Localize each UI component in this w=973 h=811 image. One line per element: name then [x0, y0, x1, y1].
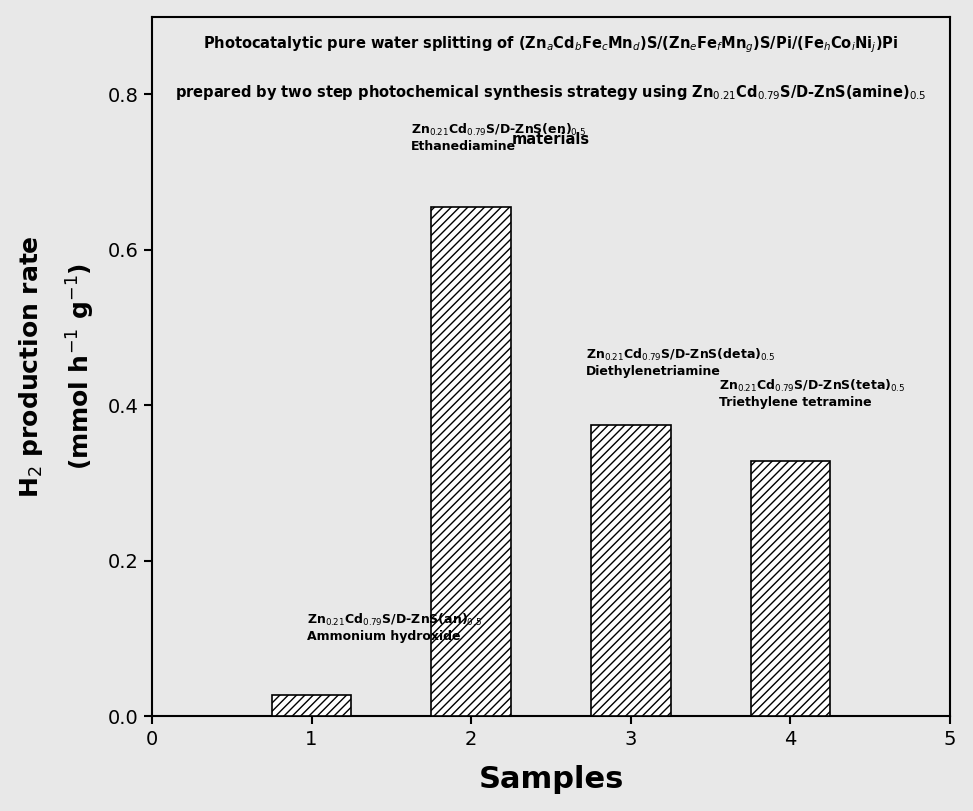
Text: Zn$_{0.21}$Cd$_{0.79}$S/D-ZnS(teta)$_{0.5}$
Triethylene tetramine: Zn$_{0.21}$Cd$_{0.79}$S/D-ZnS(teta)$_{0.…	[719, 378, 905, 410]
Bar	[750, 461, 830, 716]
Text: Photocatalytic pure water splitting of (Zn$_a$Cd$_b$Fe$_c$Mn$_d$)S/(Zn$_e$Fe$_f$: Photocatalytic pure water splitting of (…	[203, 34, 899, 55]
Text: materials: materials	[512, 132, 590, 147]
Text: Zn$_{0.21}$Cd$_{0.79}$S/D-ZnS(deta)$_{0.5}$
Diethylenetriamine: Zn$_{0.21}$Cd$_{0.79}$S/D-ZnS(deta)$_{0.…	[586, 347, 775, 378]
Bar	[271, 695, 351, 716]
X-axis label: Samples: Samples	[479, 766, 624, 794]
Y-axis label: H$_2$ production rate
(mmol h$^{-1}$ g$^{-1}$): H$_2$ production rate (mmol h$^{-1}$ g$^…	[17, 235, 96, 498]
Text: prepared by two step photochemical synthesis strategy using Zn$_{0.21}$Cd$_{0.79: prepared by two step photochemical synth…	[175, 84, 926, 102]
Bar	[591, 425, 670, 716]
Bar	[431, 207, 511, 716]
Text: Zn$_{0.21}$Cd$_{0.79}$S/D-ZnS(an)$_{0.5}$
Ammonium hydroxide: Zn$_{0.21}$Cd$_{0.79}$S/D-ZnS(an)$_{0.5}…	[306, 611, 482, 642]
Text: Zn$_{0.21}$Cd$_{0.79}$S/D-ZnS(en)$_{0.5}$
Ethanediamine: Zn$_{0.21}$Cd$_{0.79}$S/D-ZnS(en)$_{0.5}…	[411, 122, 586, 152]
